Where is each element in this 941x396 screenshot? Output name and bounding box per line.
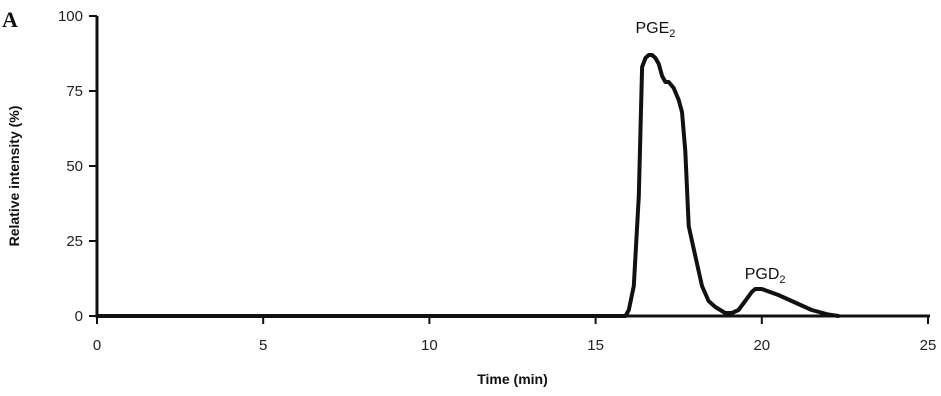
x-tick-label: 25 — [920, 337, 937, 354]
peak-label: PGE2 — [635, 20, 675, 40]
x-axis-title: Time (min) — [477, 371, 548, 387]
peak-label: PGD2 — [745, 266, 786, 286]
x-tick-label: 10 — [421, 337, 438, 354]
x-tick-label: 5 — [259, 337, 267, 354]
chromatogram-trace — [95, 53, 841, 318]
x-tick-label: 20 — [753, 337, 770, 354]
panel-label: A — [2, 7, 18, 32]
x-tick-label: 15 — [587, 337, 604, 354]
y-axis-title: Relative intensity (%) — [6, 106, 22, 247]
y-tick-label: 50 — [66, 158, 83, 175]
y-tick-label: 100 — [58, 8, 83, 25]
x-tick-label: 0 — [93, 337, 101, 354]
y-tick-label: 0 — [75, 308, 83, 325]
y-tick-label: 75 — [66, 83, 83, 100]
y-tick-label: 25 — [66, 233, 83, 250]
